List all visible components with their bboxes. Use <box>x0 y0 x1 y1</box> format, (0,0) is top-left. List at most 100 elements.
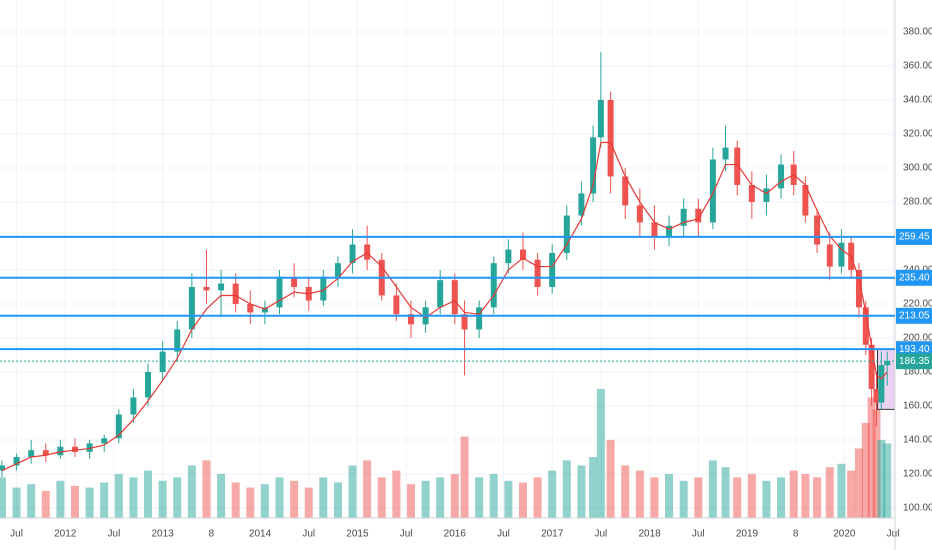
y-tick-label: 300.00 <box>903 163 932 174</box>
volume-bar <box>319 477 328 518</box>
volume-bar <box>533 477 542 518</box>
candle-body <box>709 159 716 223</box>
volume-bar <box>70 485 79 518</box>
candle-body <box>838 242 845 267</box>
volume-bar <box>27 484 36 518</box>
price-label: 193.40 <box>899 344 930 355</box>
candle-body <box>578 193 585 216</box>
volume-bar <box>518 482 527 518</box>
volume-bar <box>41 490 50 518</box>
candle-body <box>878 365 885 403</box>
candle-body <box>519 249 526 260</box>
candle-body <box>826 244 833 267</box>
volume-bar <box>217 473 226 518</box>
candle-body <box>159 351 166 372</box>
candle-body <box>590 137 597 194</box>
x-tick-label: 2018 <box>638 529 661 540</box>
volume-bar <box>562 460 571 518</box>
volume-bar <box>392 470 401 518</box>
candle-body <box>42 450 49 456</box>
volume-bar <box>721 467 730 518</box>
candle-body <box>218 283 225 291</box>
price-label: 213.05 <box>899 310 930 321</box>
volume-bar <box>577 465 586 518</box>
volume-bar <box>187 465 196 518</box>
candle-body <box>873 388 880 403</box>
volume-bar <box>589 456 598 518</box>
candle-body <box>597 99 604 138</box>
x-tick-label: 2015 <box>346 529 369 540</box>
candle-body <box>778 164 785 189</box>
price-label: 259.45 <box>899 232 930 243</box>
y-tick-label: 140.00 <box>903 435 932 446</box>
candle-body <box>461 314 468 330</box>
y-tick-label: 220.00 <box>903 299 932 310</box>
volume-bar <box>665 473 674 518</box>
candle-body <box>145 371 152 398</box>
candle-body <box>261 307 268 313</box>
x-tick-label: 2013 <box>152 529 175 540</box>
volume-bar <box>867 397 876 518</box>
candle-body <box>115 414 122 439</box>
volume-bar <box>144 470 153 518</box>
candle-body <box>28 450 35 457</box>
candle-body <box>695 208 702 223</box>
volume-bar <box>246 487 255 518</box>
volume-bar <box>450 473 459 518</box>
candle-body <box>748 184 755 202</box>
candle-body <box>862 307 869 345</box>
candle-body <box>534 259 541 287</box>
y-tick-label: 100.00 <box>903 503 932 514</box>
volume-bar <box>475 477 484 518</box>
volume-bar <box>421 480 430 518</box>
price-label: 235.40 <box>899 272 930 283</box>
candle-body <box>320 276 327 301</box>
volume-bar <box>202 460 211 518</box>
candle-body <box>276 276 283 308</box>
volume-bar <box>708 460 717 518</box>
volume-bar <box>777 477 786 518</box>
volume-bar <box>679 480 688 518</box>
volume-bar <box>872 409 881 518</box>
volume-bar <box>406 484 415 518</box>
volume-bar <box>733 477 742 518</box>
volume-bar <box>489 473 498 518</box>
x-tick-label: 8 <box>793 529 799 540</box>
candle-body <box>0 465 5 471</box>
volume-bar <box>56 480 65 518</box>
candle-body <box>232 283 239 304</box>
price-label-bg <box>896 307 932 324</box>
candle-body <box>814 215 821 245</box>
volume-bar <box>635 470 644 518</box>
volume-bar <box>596 388 605 518</box>
candle-body <box>607 99 614 177</box>
volume-bar <box>460 436 469 518</box>
volume-bar <box>825 467 834 518</box>
candle-body <box>734 147 741 185</box>
x-tick-label: Jul <box>400 529 413 540</box>
volume-bar <box>100 482 109 518</box>
candle-body <box>505 249 512 264</box>
x-tick-label: 2016 <box>444 529 467 540</box>
price-label-bg <box>896 228 932 245</box>
y-tick-label: 160.00 <box>903 401 932 412</box>
price-label-bg <box>896 353 932 370</box>
candle-body <box>437 280 444 308</box>
moving-average <box>1 141 888 472</box>
volume-bar <box>650 477 659 518</box>
volume-bar <box>606 439 615 518</box>
x-tick-label: 2017 <box>541 529 564 540</box>
candle-body <box>549 252 556 287</box>
volume-bar <box>275 477 284 518</box>
volume-bar <box>847 470 856 518</box>
volume-bar <box>260 484 269 518</box>
volume-bar <box>801 473 810 518</box>
candle-body <box>86 443 93 452</box>
candle-body <box>855 269 862 308</box>
volume-bar <box>747 473 756 518</box>
volume-bar <box>789 470 798 518</box>
candle-body <box>651 222 658 236</box>
volume-bar <box>129 477 138 518</box>
candle-body <box>868 344 875 389</box>
y-tick-label: 200.00 <box>903 333 932 344</box>
